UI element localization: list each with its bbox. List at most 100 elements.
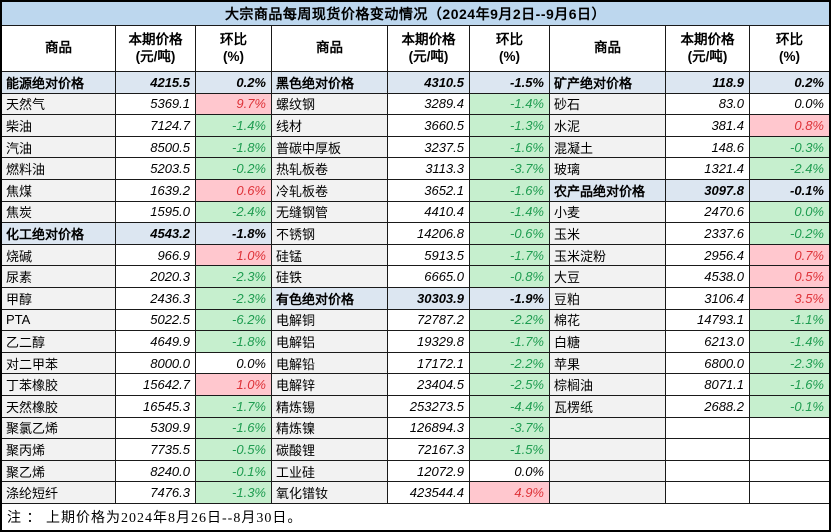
product-cell: 丁苯橡胶: [2, 374, 116, 396]
change-cell: 0.8%: [750, 115, 829, 137]
price-cell: 83.0: [666, 93, 750, 116]
product-cell: 普碳中厚板: [272, 136, 388, 159]
product-cell: 小麦: [550, 201, 666, 224]
product-cell: 豆粕: [550, 288, 666, 310]
change-cell: -1.6%: [750, 374, 829, 396]
price-cell: 3289.4: [388, 93, 470, 116]
product-cell: 天然橡胶: [2, 396, 116, 418]
price-cell: 4543.2: [116, 223, 196, 245]
product-cell: 化工绝对价格: [2, 223, 116, 245]
change-cell: 4.9%: [470, 482, 550, 504]
product-cell: 混凝土: [550, 136, 666, 159]
change-cell: -1.3%: [470, 115, 550, 137]
price-cell: 8240.0: [116, 460, 196, 483]
change-cell: -2.3%: [196, 266, 272, 288]
price-cell: 2337.6: [666, 223, 750, 245]
product-cell: 硅锰: [272, 244, 388, 267]
product-cell: 有色绝对价格: [272, 288, 388, 310]
price-cell: 5022.5: [116, 309, 196, 332]
product-cell: 螺纹钢: [272, 93, 388, 116]
product-cell: 聚氯乙烯: [2, 417, 116, 440]
product-cell: [550, 460, 666, 483]
price-cell: 7476.3: [116, 482, 196, 504]
price-cell: [666, 417, 750, 440]
change-cell: 0.0%: [750, 93, 829, 116]
product-cell: 烧碱: [2, 244, 116, 267]
product-cell: 苹果: [550, 352, 666, 375]
col-header-change-line2: (%): [223, 48, 244, 64]
product-cell: 农产品绝对价格: [550, 180, 666, 202]
price-cell: 2688.2: [666, 396, 750, 418]
price-cell: 6665.0: [388, 266, 470, 288]
product-cell: 玉米: [550, 223, 666, 245]
col-header-product-label: 商品: [594, 40, 621, 56]
change-cell: 0.6%: [196, 180, 272, 202]
change-cell: 3.5%: [750, 288, 829, 310]
change-cell: 1.0%: [196, 374, 272, 396]
product-cell: 白糖: [550, 331, 666, 353]
product-cell: 无缝钢管: [272, 201, 388, 224]
product-cell: 电解锌: [272, 374, 388, 396]
change-cell: -1.6%: [470, 136, 550, 159]
change-cell: -1.5%: [470, 72, 550, 94]
product-cell: 聚丙烯: [2, 439, 116, 461]
change-cell: 0.2%: [196, 72, 272, 94]
change-cell: 0.7%: [750, 244, 829, 267]
product-cell: [550, 417, 666, 440]
col-header-change-line2: (%): [779, 48, 800, 64]
col-header-price: 本期价格 (元/吨): [116, 26, 196, 72]
price-cell: 4410.4: [388, 201, 470, 224]
col-header-change-line1: 环比: [496, 31, 523, 47]
change-cell: [750, 482, 829, 504]
col-header-product: 商品: [550, 26, 666, 72]
col-header-product-label: 商品: [316, 40, 343, 56]
change-cell: -2.5%: [470, 374, 550, 396]
price-cell: 17172.1: [388, 352, 470, 375]
change-cell: -1.8%: [196, 223, 272, 245]
change-cell: [750, 417, 829, 440]
col-header-product: 商品: [272, 26, 388, 72]
product-cell: 瓦楞纸: [550, 396, 666, 418]
col-header-price-line2: (元/吨): [408, 48, 449, 64]
price-cell: [666, 482, 750, 504]
product-cell: 氧化镨钕: [272, 482, 388, 504]
product-cell: 玻璃: [550, 158, 666, 180]
footnote: 注 ： 上期价格为2024年8月26日--8月30日。: [2, 504, 829, 530]
product-cell: 热轧板卷: [272, 158, 388, 180]
product-cell: 硅铁: [272, 266, 388, 288]
product-cell: 电解铝: [272, 331, 388, 353]
col-header-change: 环比 (%): [750, 26, 829, 72]
product-cell: 精炼锡: [272, 396, 388, 418]
product-cell: 尿素: [2, 266, 116, 288]
change-cell: -2.2%: [470, 352, 550, 375]
price-cell: 72167.3: [388, 439, 470, 461]
table-body: 能源绝对价格 4215.5 0.2% 黑色绝对价格 4310.5 -1.5% 矿产绝对价格 1…: [2, 72, 829, 504]
col-header-product-label: 商品: [45, 40, 72, 56]
product-cell: 水泥: [550, 115, 666, 137]
col-header-change: 环比 (%): [196, 26, 272, 72]
col-header-change-line1: 环比: [220, 31, 247, 47]
col-header-product: 商品: [2, 26, 116, 72]
col-header-price-line1: 本期价格: [401, 31, 456, 47]
product-cell: 焦炭: [2, 201, 116, 224]
price-cell: 7735.5: [116, 439, 196, 461]
col-header-price-line2: (元/吨): [135, 48, 176, 64]
price-cell: 5369.1: [116, 93, 196, 116]
price-cell: 3237.5: [388, 136, 470, 159]
change-cell: -2.2%: [470, 309, 550, 332]
product-cell: 对二甲苯: [2, 352, 116, 375]
table-title: 大宗商品每周现货价格变动情况（2024年9月2日--9月6日）: [2, 2, 829, 26]
price-cell: 8071.1: [666, 374, 750, 396]
change-cell: -1.4%: [470, 93, 550, 116]
change-cell: -1.8%: [196, 331, 272, 353]
change-cell: -1.7%: [470, 331, 550, 353]
price-cell: 5309.9: [116, 417, 196, 440]
product-cell: 电解铅: [272, 352, 388, 375]
change-cell: -1.9%: [470, 288, 550, 310]
price-cell: 6213.0: [666, 331, 750, 353]
price-cell: 14206.8: [388, 223, 470, 245]
product-cell: 乙二醇: [2, 331, 116, 353]
price-cell: 1321.4: [666, 158, 750, 180]
header-row: 商品 本期价格 (元/吨) 环比 (%) 商品 本期价格 (元/吨) 环比 (%…: [2, 26, 829, 72]
